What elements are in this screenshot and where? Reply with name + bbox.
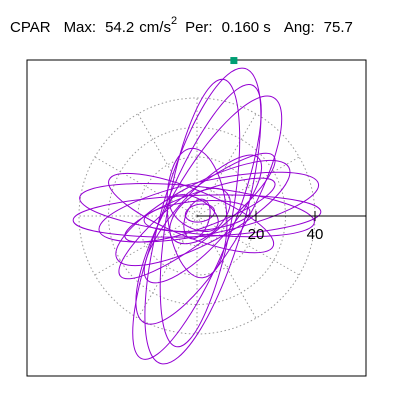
orbit-loop-14 [169, 187, 231, 245]
per-label: Per: [185, 19, 213, 36]
orbit-loop-6 [98, 171, 320, 243]
max-unit: cm/s [139, 19, 171, 36]
orbit-loop-17 [184, 203, 216, 223]
radial-axis: 20 40 [197, 211, 366, 243]
chart-header: CPAR Max: 54.2 cm/s2 Per: 0.160 s Ang: 75.7 [10, 13, 353, 38]
ang-label: Ang: [283, 19, 315, 36]
max-unit-exponent: 2 [170, 15, 178, 27]
orbit-loop-15 [169, 194, 219, 232]
acceleration-orbit [72, 67, 322, 365]
max-marker-group [230, 57, 238, 65]
polar-spoke-210 [94, 215, 198, 276]
orbit-loop-12 [166, 147, 228, 279]
radial-tick-label-40: 40 [307, 226, 324, 243]
plot-frame [26, 59, 367, 377]
ang-value: 75.7 [323, 19, 353, 36]
orbit-loop-2 [159, 78, 241, 348]
per-value: 0.160 s [221, 19, 271, 36]
max-value: 54.2 [105, 19, 135, 36]
orbit-loop-16 [183, 198, 211, 240]
max-label: Max: [63, 19, 97, 36]
max-point-marker [230, 57, 238, 65]
radial-tick-label-20: 20 [248, 226, 265, 243]
orbit-loop-5 [79, 183, 315, 238]
orbit-loop-10 [143, 154, 263, 284]
orbit-loop-3 [135, 95, 283, 325]
component-label: CPAR [10, 19, 51, 36]
